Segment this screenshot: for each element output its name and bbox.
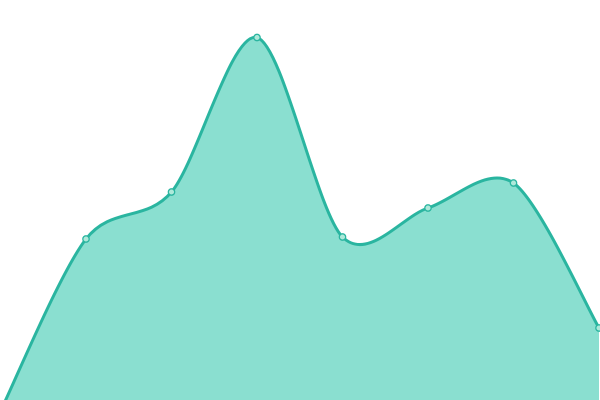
area-fill [5, 37, 599, 400]
series-line [4, 35, 600, 400]
data-point-marker-1[interactable] [82, 235, 90, 243]
data-point-marker-4[interactable] [338, 233, 347, 241]
data-point-marker-3[interactable] [253, 33, 261, 42]
data-point-marker-2[interactable] [167, 188, 176, 196]
data-point-marker-7[interactable] [595, 324, 600, 332]
data-point-marker-5[interactable] [424, 204, 432, 212]
data-point-marker-6[interactable] [509, 179, 518, 187]
